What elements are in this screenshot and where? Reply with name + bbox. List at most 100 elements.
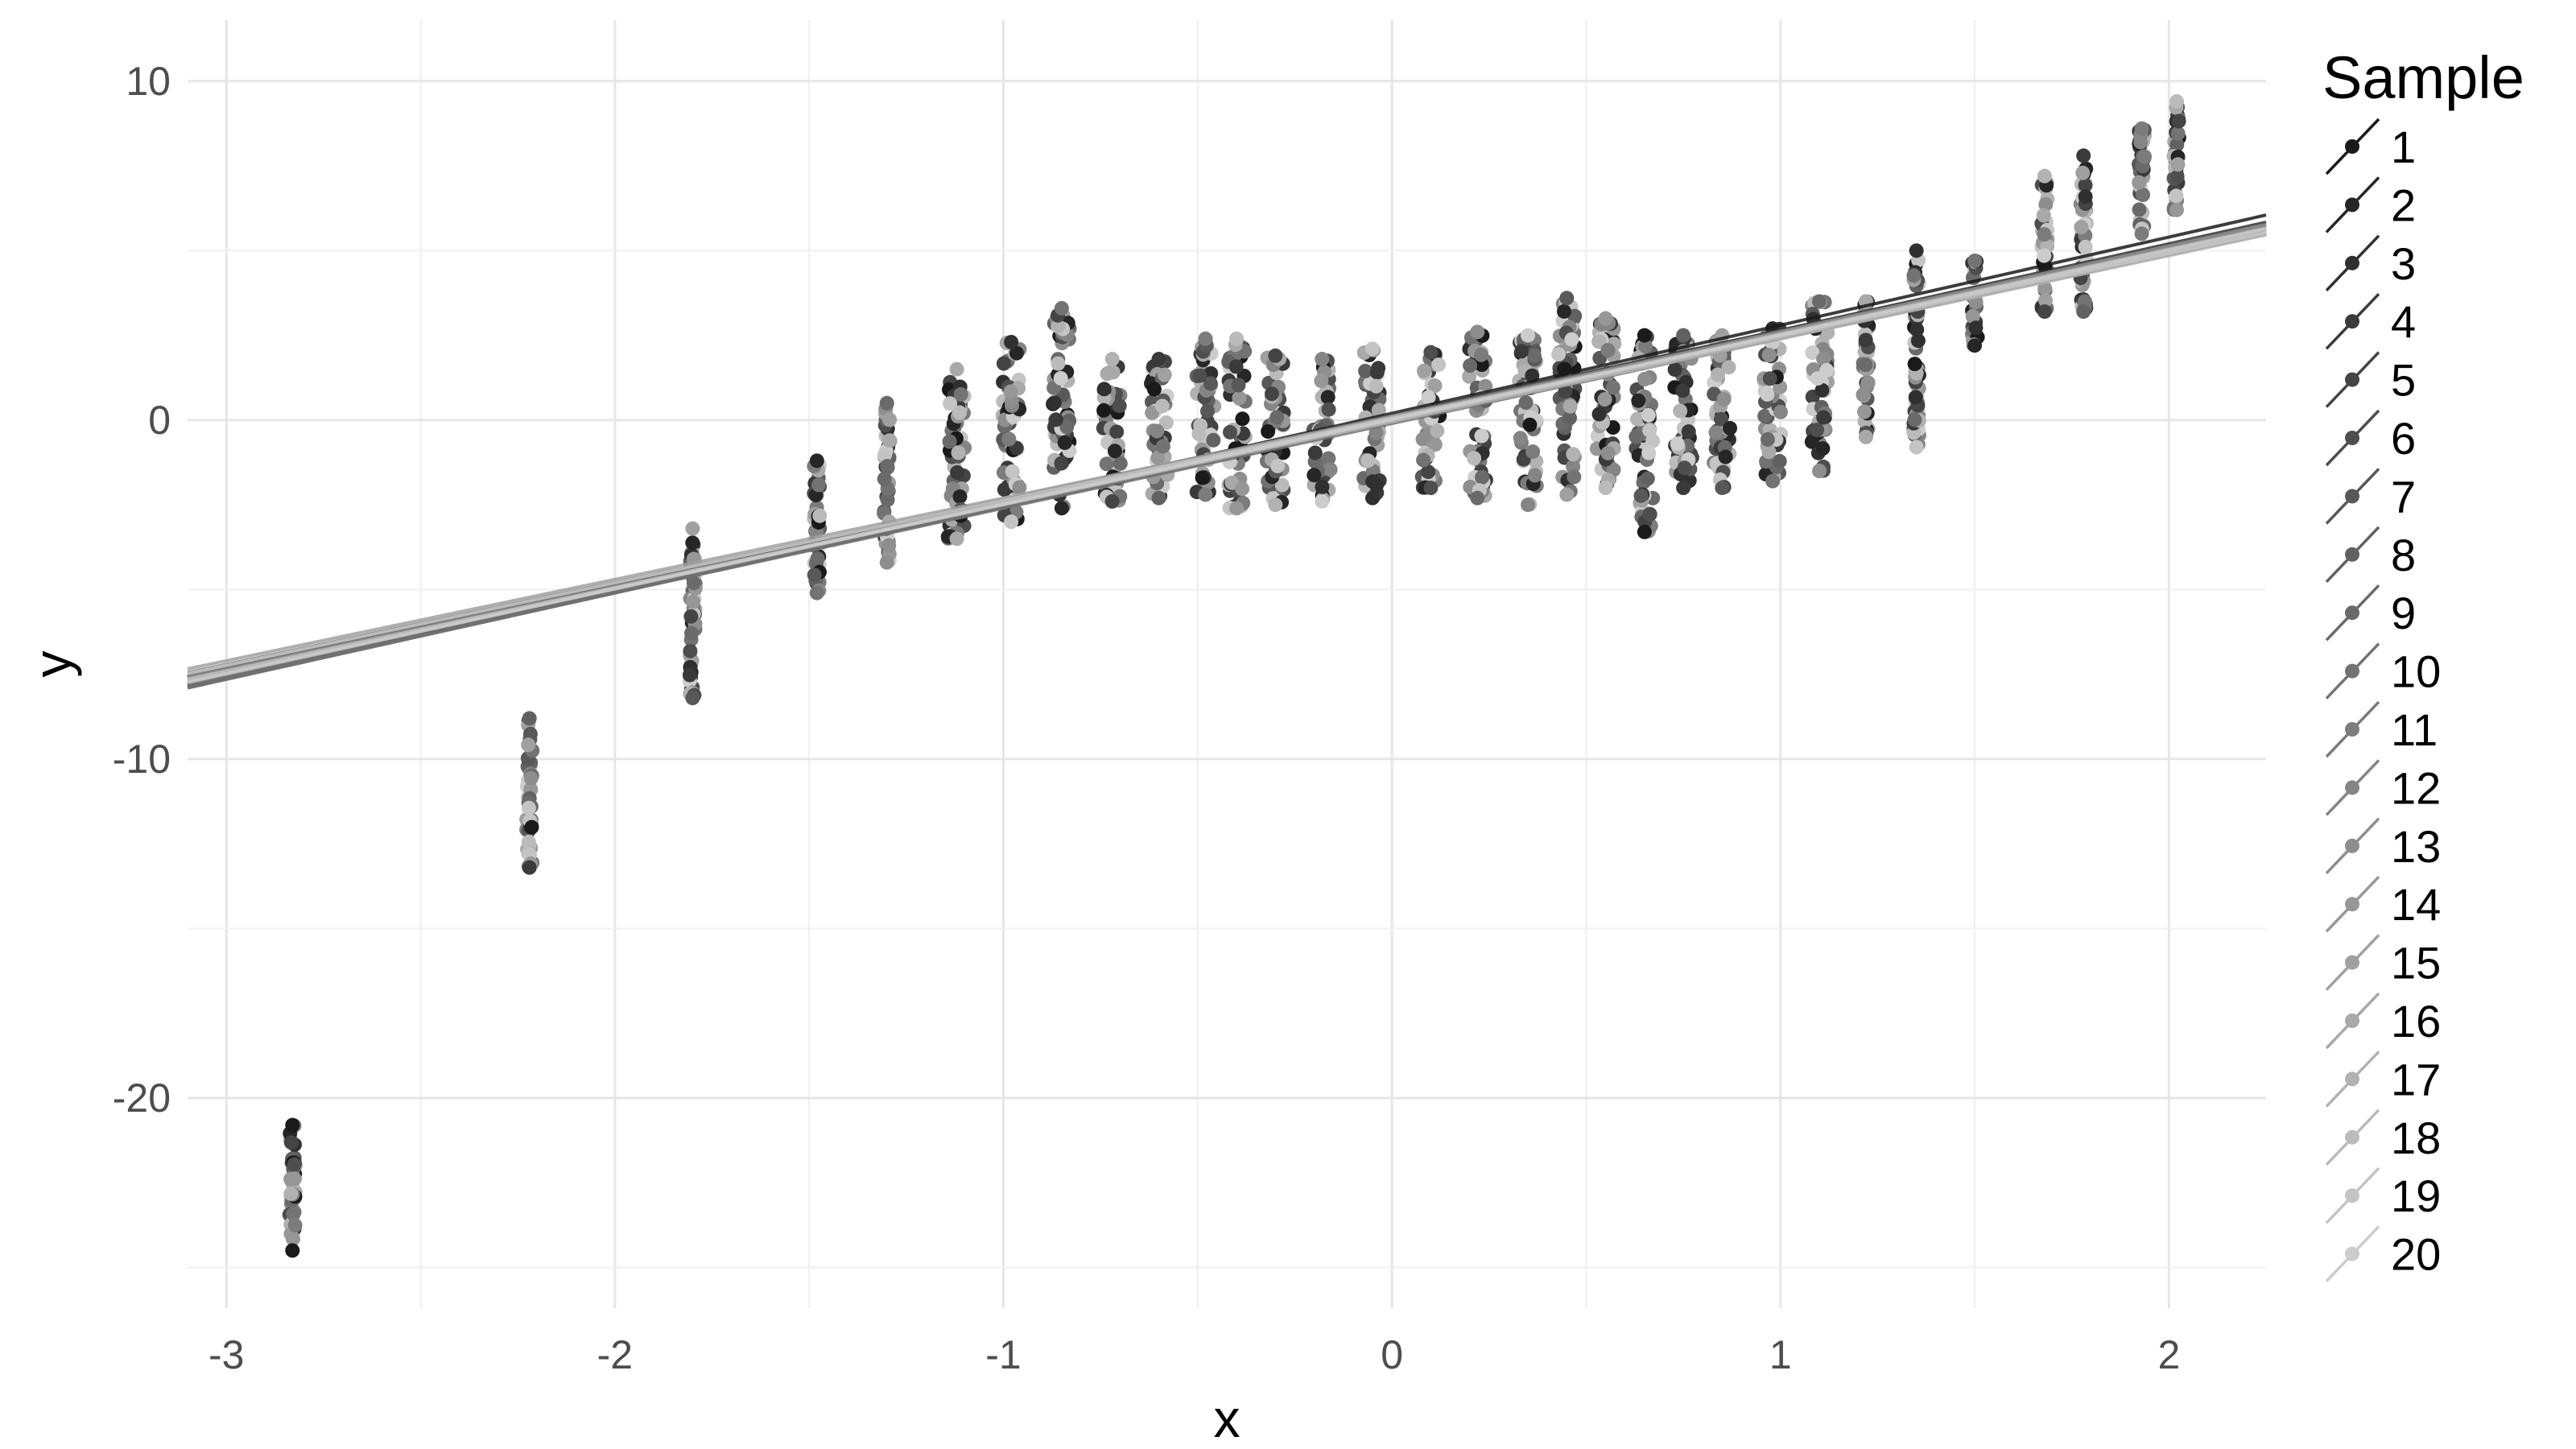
data-point xyxy=(881,538,897,553)
data-point xyxy=(1605,380,1620,395)
data-point xyxy=(1513,431,1528,446)
data-point xyxy=(1113,456,1128,471)
data-point xyxy=(1001,431,1017,447)
data-point xyxy=(1757,408,1773,423)
data-point xyxy=(1012,480,1027,495)
data-point xyxy=(2037,304,2052,320)
y-tick-label: -10 xyxy=(113,737,171,782)
data-point xyxy=(997,482,1012,497)
data-point xyxy=(2170,126,2186,141)
data-point xyxy=(1597,392,1612,407)
data-point xyxy=(522,711,537,726)
data-point xyxy=(1765,473,1781,489)
y-tick-label: 0 xyxy=(148,398,171,443)
data-point xyxy=(953,387,968,402)
data-point xyxy=(1858,357,1873,373)
data-point xyxy=(812,508,828,523)
data-point xyxy=(1307,445,1323,460)
legend-key-point xyxy=(2345,431,2359,445)
data-point xyxy=(1364,490,1380,506)
legend-key-point xyxy=(2345,722,2359,737)
data-point xyxy=(949,361,964,377)
data-point xyxy=(1521,497,1536,513)
data-point xyxy=(1232,390,1247,406)
legend-key-point xyxy=(2345,1246,2359,1261)
data-point xyxy=(1637,524,1652,539)
data-point xyxy=(1096,402,1112,418)
data-point xyxy=(1423,345,1439,360)
legend-label: 11 xyxy=(2391,704,2438,755)
data-point xyxy=(1104,352,1120,367)
legend-label: 17 xyxy=(2391,1054,2441,1104)
data-point xyxy=(1005,464,1020,479)
data-point xyxy=(1369,477,1385,493)
data-point xyxy=(684,625,699,641)
data-point xyxy=(685,521,700,536)
data-point xyxy=(2170,157,2186,172)
data-point xyxy=(1146,382,1162,397)
data-point xyxy=(1633,488,1649,503)
data-point xyxy=(1323,462,1338,477)
data-point xyxy=(1046,395,1062,411)
data-point xyxy=(1514,344,1530,359)
data-point xyxy=(1107,444,1122,459)
data-point xyxy=(1598,311,1613,326)
data-point xyxy=(807,568,822,583)
data-point xyxy=(2169,137,2185,152)
data-point xyxy=(1155,439,1170,454)
data-point xyxy=(1591,407,1607,422)
data-point xyxy=(1151,352,1166,367)
regression-line xyxy=(187,227,2267,684)
legend-label: 10 xyxy=(2391,646,2441,697)
legend-key-point xyxy=(2345,1071,2359,1087)
data-point xyxy=(1670,436,1685,452)
data-point xyxy=(1315,479,1330,494)
data-point xyxy=(1761,444,1777,460)
data-point xyxy=(1235,411,1250,427)
data-point xyxy=(1104,493,1120,509)
data-point xyxy=(1858,332,1873,348)
data-point xyxy=(1467,451,1482,466)
data-point xyxy=(1423,481,1439,496)
data-point xyxy=(881,433,897,448)
legend-key-point xyxy=(2345,838,2359,853)
x-tick-label: -3 xyxy=(208,1332,244,1377)
data-point xyxy=(686,594,701,609)
data-point xyxy=(1527,468,1542,483)
data-point xyxy=(1470,490,1485,506)
legend-label: 19 xyxy=(2391,1170,2441,1221)
regression-line xyxy=(187,231,2267,675)
data-point xyxy=(683,609,699,624)
data-point xyxy=(952,405,967,420)
data-point xyxy=(1198,487,1213,502)
data-point xyxy=(1192,368,1208,383)
data-point xyxy=(1427,437,1443,452)
data-point xyxy=(1320,390,1335,405)
data-point xyxy=(522,860,537,875)
data-point xyxy=(1203,376,1218,391)
data-point xyxy=(2037,168,2052,184)
data-point xyxy=(1681,424,1696,440)
data-point xyxy=(1521,328,1536,343)
data-point xyxy=(809,585,824,601)
data-point xyxy=(1150,450,1166,465)
data-point xyxy=(2076,148,2091,163)
data-point xyxy=(1307,468,1322,483)
data-point xyxy=(2132,175,2147,190)
data-point xyxy=(2134,121,2149,136)
data-point xyxy=(1193,418,1208,433)
data-point xyxy=(1416,452,1431,468)
data-point xyxy=(1315,493,1330,509)
data-point xyxy=(1762,371,1777,386)
data-point xyxy=(1723,420,1737,436)
data-point xyxy=(1551,347,1567,361)
data-point xyxy=(1274,477,1290,493)
legend-label: 4 xyxy=(2391,296,2416,347)
data-point xyxy=(943,396,958,411)
data-point xyxy=(1676,481,1691,496)
data-point xyxy=(949,531,964,547)
data-point xyxy=(1760,386,1775,402)
y-axis-title: y xyxy=(23,651,82,678)
legend-key-point xyxy=(2345,197,2359,213)
